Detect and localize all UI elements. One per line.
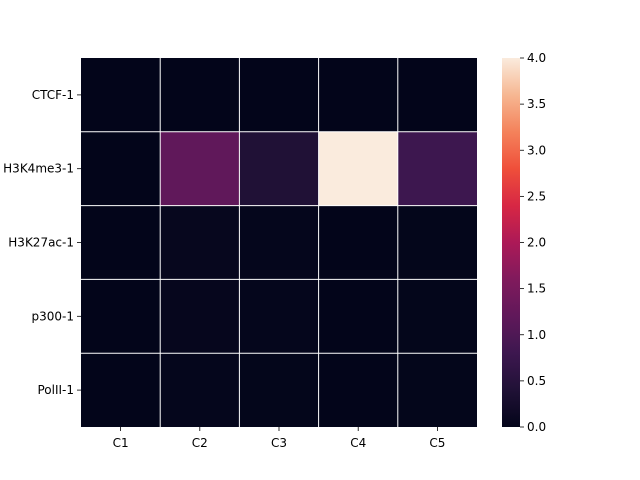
colorbar-tick-label: 1.5 (527, 282, 546, 296)
heatmap-cell-CTCF-1-C5 (397, 58, 477, 132)
heatmap-cell-p300-1-C3 (239, 279, 319, 354)
y-tick-label: CTCF-1 (32, 88, 74, 102)
colorbar-tick-label: 4.0 (527, 51, 546, 65)
heatmap-cell-H3K4me3-1-C5 (397, 131, 477, 206)
y-axis: CTCF-1 H3K4me3-1 H3K27ac-1 p300-1 PolII-1 (3, 88, 81, 397)
y-tick-label: PolII-1 (37, 383, 74, 397)
y-tick-label: H3K27ac-1 (8, 236, 74, 250)
colorbar-tick-label: 1.0 (527, 328, 546, 342)
heatmap-cell-p300-1-C5 (397, 279, 477, 354)
heatmap-cell-PolII-1-C4 (318, 353, 398, 427)
heatmap-cell-p300-1-C2 (160, 279, 240, 354)
heatmap-cell-PolII-1-C5 (397, 353, 477, 427)
x-tick-label: C4 (350, 436, 366, 450)
heatmap-cell-CTCF-1-C1 (81, 58, 161, 132)
y-tick-label: p300-1 (32, 309, 75, 323)
heatmap-cell-CTCF-1-C2 (160, 58, 240, 132)
colorbar-tick-label: 3.0 (527, 143, 546, 157)
heatmap-cell-CTCF-1-C3 (239, 58, 319, 132)
x-axis: C1 C2 C3 C4 C5 (113, 427, 445, 450)
colorbar-tick-label: 2.0 (527, 236, 546, 250)
heatmap-cell-H3K27ac-1-C5 (397, 205, 477, 280)
x-tick-label: C1 (113, 436, 129, 450)
heatmap-cell-PolII-1-C2 (160, 353, 240, 427)
x-tick-label: C5 (429, 436, 445, 450)
heatmap-cell-H3K4me3-1-C4 (318, 131, 398, 206)
heatmap-cell-H3K27ac-1-C1 (81, 205, 161, 280)
y-tick-label: H3K4me3-1 (3, 162, 74, 176)
colorbar-tick-label: 0.5 (527, 374, 546, 388)
heatmap-cell-H3K27ac-1-C2 (160, 205, 240, 280)
heatmap-cell-p300-1-C4 (318, 279, 398, 354)
colorbar-tick-label: 2.5 (527, 189, 546, 203)
x-tick-label: C2 (192, 436, 208, 450)
heatmap-cell-p300-1-C1 (81, 279, 161, 354)
heatmap-cell-H3K27ac-1-C3 (239, 205, 319, 280)
x-tick-label: C3 (271, 436, 287, 450)
colorbar-tick-label: 0.0 (527, 420, 546, 434)
cell-borders (81, 58, 477, 427)
colorbar-gradient (502, 58, 520, 427)
heatmap-cell-H3K4me3-1-C3 (239, 131, 319, 206)
colorbar: 0.0 0.5 1.0 1.5 2.0 2.5 3.0 3.5 4.0 (502, 51, 546, 434)
heatmap-cells (81, 58, 477, 427)
heatmap-cell-PolII-1-C1 (81, 353, 161, 427)
heatmap-cell-H3K27ac-1-C4 (318, 205, 398, 280)
heatmap-cell-H3K4me3-1-C2 (160, 131, 240, 206)
heatmap-cell-H3K4me3-1-C1 (81, 131, 161, 206)
colorbar-tick-label: 3.5 (527, 97, 546, 111)
heatmap-cell-PolII-1-C3 (239, 353, 319, 427)
heatmap-cell-CTCF-1-C4 (318, 58, 398, 132)
